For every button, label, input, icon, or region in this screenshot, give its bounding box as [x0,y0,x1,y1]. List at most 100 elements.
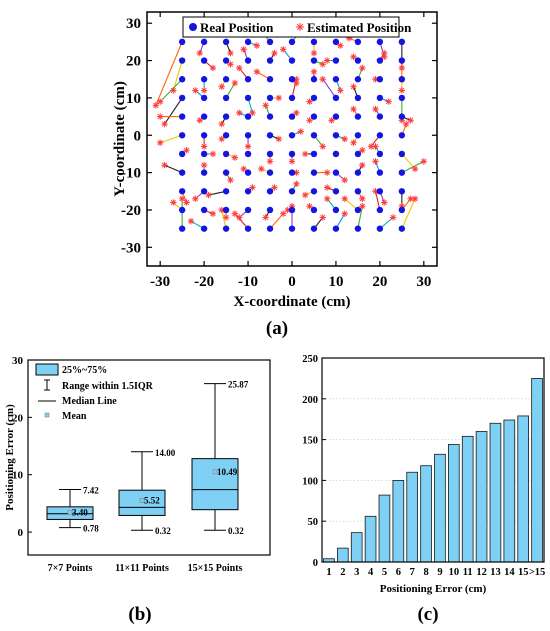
star-arm [381,54,387,60]
error-line [401,153,416,170]
real-marker [332,169,340,176]
estimated-marker [218,83,225,90]
legend-star [296,23,304,31]
real-marker [244,206,252,214]
error-line [172,60,183,91]
star-arm [157,140,163,146]
real-marker [266,38,274,46]
x-axis-title: Positioning Error (cm) [380,583,487,595]
star-arm [328,117,335,123]
star-arm [298,128,304,135]
estimated-marker [200,87,208,94]
real-marker [178,94,186,102]
estimated-marker [350,105,357,113]
bar [434,453,446,563]
estimated-marker [372,143,379,150]
bar [489,422,502,563]
mean-label: 5.52 [144,495,160,505]
star-arm [386,99,392,105]
x-tick-label: 15 [518,567,529,578]
box-group: 7.42 3.40 0.78 [46,486,99,534]
estimated-marker [337,87,344,94]
star-arm [280,46,286,52]
estimated-marker [271,49,278,57]
real-marker [310,169,318,176]
star-arm [227,177,234,183]
bar [350,532,363,563]
star-arm [249,110,256,116]
y-ticks: -30 -20 -10 0 10 20 30 [121,16,437,256]
real-marker [310,38,318,46]
estimated-marker [398,64,406,72]
estimated-marker [205,191,212,199]
estimated-marker [310,49,318,57]
star-arm [289,158,295,165]
scatter-panel: -30 -20 -10 0 10 20 30 -30 -20 -10 0 10 20 30 Real P… [112,11,438,339]
max-label: 25.87 [228,380,249,390]
star-arm [306,117,313,123]
real-marker [398,76,406,83]
star-arm [311,69,317,75]
estimated-marker [227,176,234,184]
real-marker [354,188,362,195]
y-tick-label: 20 [12,412,24,424]
star-arm [293,170,300,176]
estimated-marker [192,87,199,94]
real-marker [288,150,296,158]
estimated-marker [275,135,283,143]
real-marker [332,150,340,158]
legend-box-swatch [35,363,59,376]
star-arm [381,199,387,206]
real-marker [376,206,384,214]
star-arm [381,50,387,56]
real-marker [288,113,296,120]
bar [461,435,474,563]
estimated-marker [319,76,326,83]
estimated-marker [359,195,366,202]
real-marker [288,76,296,83]
real-marker [244,94,252,102]
star-arm [320,143,326,150]
star-arm [219,136,225,142]
star-arm [320,214,326,221]
star-arm [157,113,163,120]
real-marker [310,132,318,139]
star-arm [227,61,234,67]
max-label: 7.42 [83,486,99,496]
estimated-marker [403,120,410,128]
star-arm [236,110,242,116]
estimated-marker [323,184,331,191]
real-markers [178,38,406,232]
estimated-marker [306,117,313,124]
bar [406,471,418,563]
star-arm [342,177,348,183]
y-ticks: 0 50 100 150 200 250 [302,354,326,569]
estimated-marker [236,64,243,72]
star-arm [254,43,260,49]
star-arm [324,196,330,202]
star-arm [170,87,176,94]
star-arm [293,76,300,82]
mean-label: 10.49 [217,467,238,477]
real-marker [376,225,384,232]
real-marker [310,76,318,83]
star-arm [183,147,190,153]
estimated-marker [156,139,164,146]
x-tick-label: 11×11 Points [115,563,169,574]
star-arm [183,199,190,206]
estimated-marker [306,203,313,210]
real-marker [332,94,340,102]
estimated-marker [196,117,203,124]
star-arm [263,214,269,221]
real-marker [200,188,208,195]
star-arm [302,151,308,157]
estimated-marker [236,214,243,221]
plot-frame [321,357,545,563]
real-marker [398,132,406,139]
mean-marker [212,469,218,475]
real-marker [178,132,186,139]
star-arm [408,117,414,123]
real-marker [244,150,252,158]
real-marker [288,94,296,102]
